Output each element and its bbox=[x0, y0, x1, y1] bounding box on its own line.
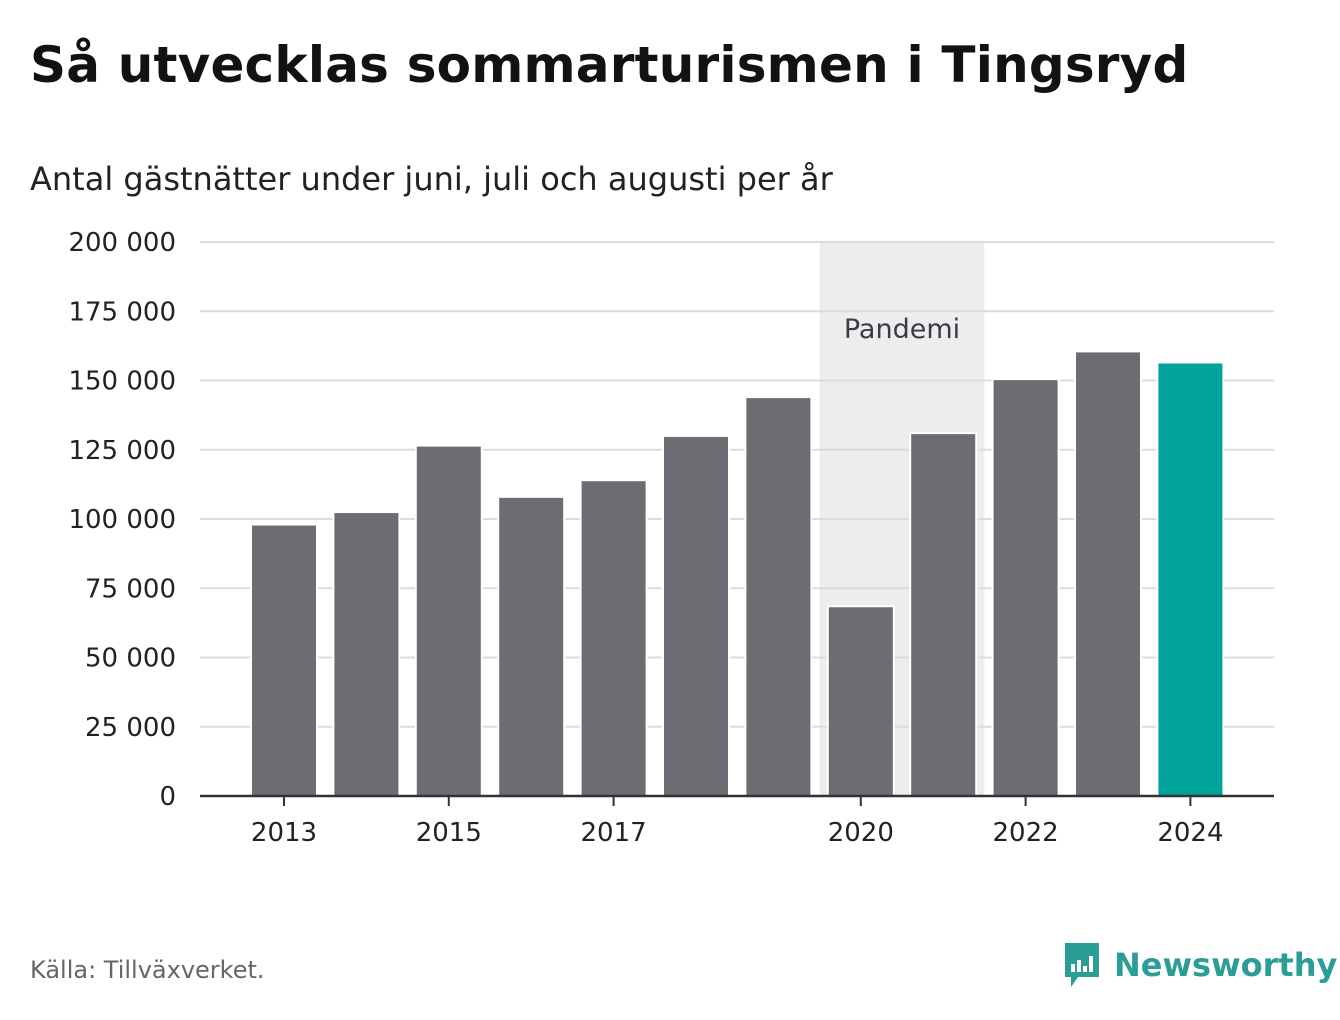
bar-2024 bbox=[1156, 361, 1225, 797]
bar-2018 bbox=[662, 434, 730, 797]
y-tick-label: 50 000 bbox=[85, 644, 176, 674]
bar-2015 bbox=[414, 444, 483, 797]
bar-2022 bbox=[991, 378, 1060, 797]
bar-2017 bbox=[579, 479, 648, 797]
bar-2013 bbox=[250, 523, 318, 797]
y-tick-label: 150 000 bbox=[68, 367, 176, 397]
bar-2021 bbox=[909, 432, 978, 797]
newsworthy-logo-icon bbox=[1065, 943, 1099, 987]
source-note: Källa: Tillväxverket. bbox=[30, 956, 265, 984]
chart-title: Så utvecklas sommarturismen i Tingsryd bbox=[30, 36, 1189, 94]
pandemic-label: Pandemi bbox=[844, 314, 960, 345]
y-tick-label: 175 000 bbox=[68, 297, 176, 327]
x-tick-label: 2017 bbox=[581, 818, 647, 848]
x-tick-label: 2022 bbox=[993, 818, 1059, 848]
x-tick-label: 2020 bbox=[828, 818, 894, 848]
brand-logo: Newsworthy bbox=[1062, 940, 1337, 990]
brand-name: Newsworthy bbox=[1114, 946, 1338, 984]
x-tick-label: 2013 bbox=[251, 818, 317, 848]
y-tick-label: 100 000 bbox=[68, 505, 176, 535]
y-tick-label: 0 bbox=[159, 782, 176, 812]
bar-2020 bbox=[826, 605, 895, 797]
x-tick-label: 2015 bbox=[416, 818, 482, 848]
chart-subtitle: Antal gästnätter under juni, juli och au… bbox=[30, 160, 833, 198]
bar-2014 bbox=[332, 511, 401, 797]
x-tick-label: 2024 bbox=[1157, 818, 1223, 848]
y-tick-label: 125 000 bbox=[68, 436, 176, 466]
y-tick-label: 200 000 bbox=[68, 228, 176, 258]
y-tick-label: 75 000 bbox=[85, 574, 176, 604]
bar-2023 bbox=[1074, 350, 1142, 797]
bar-2019 bbox=[744, 396, 813, 797]
bar-2016 bbox=[497, 495, 566, 797]
y-tick-label: 25 000 bbox=[85, 713, 176, 743]
